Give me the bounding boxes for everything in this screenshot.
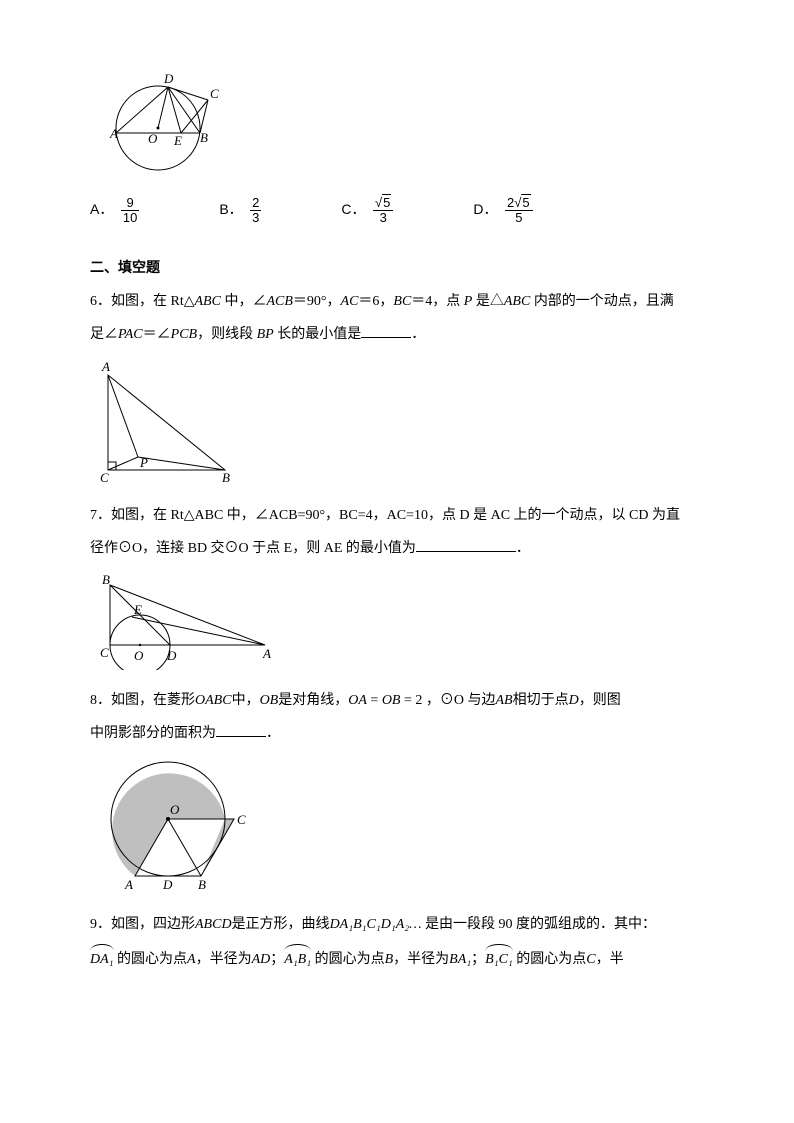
label-C: C [210, 86, 219, 101]
option-B-label: B． [219, 201, 242, 217]
svg-text:D: D [162, 877, 173, 892]
label-B: B [200, 130, 208, 145]
option-A-label: A． [90, 201, 113, 217]
svg-text:P: P [139, 455, 148, 470]
q8-blank [216, 722, 266, 737]
option-D: D． 255 [473, 196, 532, 226]
svg-text:O: O [134, 648, 144, 663]
svg-text:A: A [124, 877, 133, 892]
svg-text:B: B [198, 877, 206, 892]
fig-q5-svg: A B C D O E [90, 68, 240, 178]
fig-q7-svg: B C A O D E [90, 570, 280, 670]
q9-text-1: 9．如图，四边形ABCD是正方形，曲线DA₁B₁C₁D₁A₂… 是由一段段 90… [90, 912, 704, 937]
q6-text-2: 足∠PAC＝∠PCB，则线段 BP 长的最小值是． [90, 322, 704, 347]
svg-text:B: B [222, 470, 230, 485]
figure-q6: A C B P [90, 355, 704, 485]
q6-blank [361, 323, 411, 338]
svg-text:O: O [170, 802, 180, 817]
q7-text-1: 7．如图，在 Rt△ABC 中，∠ACB=90°，BC=4，AC=10，点 D … [90, 503, 704, 528]
label-D: D [163, 71, 174, 86]
svg-text:B: B [102, 572, 110, 587]
label-E: E [173, 133, 182, 148]
svg-text:C: C [100, 645, 109, 660]
figure-q8: O C A B D [90, 754, 704, 894]
svg-text:A: A [101, 359, 110, 374]
option-A: A． 910 [90, 196, 139, 226]
q8-text-1: 8．如图，在菱形OABC中，OB是对角线，OA = OB = 2 ，⊙O 与边A… [90, 688, 704, 713]
svg-text:D: D [166, 648, 177, 663]
svg-text:A: A [262, 646, 271, 661]
svg-text:E: E [133, 602, 142, 617]
label-O: O [148, 131, 158, 146]
section-2-heading: 二、填空题 [90, 256, 704, 281]
figure-q7: B C A O D E [90, 570, 704, 670]
q7-text-2: 径作⊙O，连接 BD 交⊙O 于点 E，则 AE 的最小值为． [90, 536, 704, 561]
q9-text-2: DA₁ 的圆心为点A，半径为AD；A₁B₁ 的圆心为点B，半径为BA₁；B₁C₁… [90, 945, 704, 972]
answer-options: A． 910 B． 23 C． 53 D． 255 [90, 196, 704, 226]
arc-B1C1: B₁C₁ [485, 945, 513, 972]
figure-q5: A B C D O E [90, 68, 704, 178]
arc-A1B1: A₁B₁ [284, 945, 311, 972]
option-C-label: C． [341, 201, 365, 217]
option-D-label: D． [473, 201, 497, 217]
option-C: C． 53 [341, 196, 393, 226]
q7-blank [416, 537, 516, 552]
svg-text:C: C [237, 812, 246, 827]
label-A: A [109, 126, 118, 141]
fig-q8-svg: O C A B D [90, 754, 260, 894]
svg-text:C: C [100, 470, 109, 485]
option-B: B． 23 [219, 196, 261, 226]
arc-DA1: DA₁ [90, 945, 114, 972]
q6-text: 6．如图，在 Rt△ABC 中，∠ACB＝90°，AC＝6，BC＝4，点 P 是… [90, 289, 704, 314]
fig-q6-svg: A C B P [90, 355, 240, 485]
q8-text-2: 中阴影部分的面积为． [90, 721, 704, 746]
page-content: A B C D O E A． 910 B． 23 C． 53 D． 255 二、… [0, 0, 794, 1020]
